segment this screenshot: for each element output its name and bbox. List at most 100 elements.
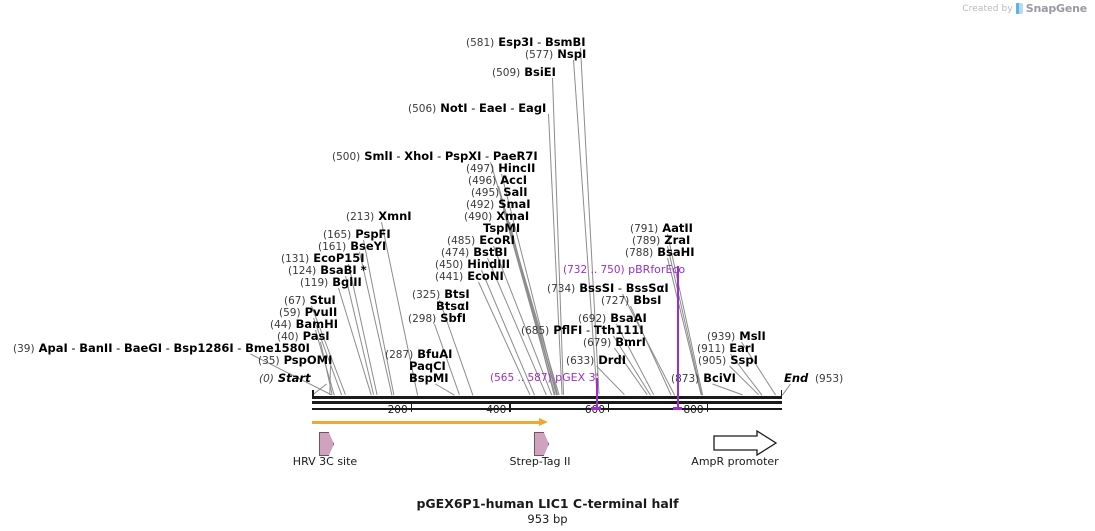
enzyme-name: Bme1580I — [245, 341, 310, 355]
enzyme-label-row[interactable]: (496) AccI — [468, 174, 527, 187]
enzyme-label-row[interactable]: (727) BbsI — [601, 294, 661, 307]
enzyme-label-row[interactable]: (905) SspI — [698, 354, 758, 367]
enzyme-label-row[interactable]: (873) BciVI — [671, 372, 736, 385]
ruler-tick-label: 400 — [486, 404, 507, 416]
enzyme-label-row[interactable]: (213) XmnI — [346, 210, 412, 223]
enzyme-label-row[interactable]: (39) ApaI - BanII - BaeGI - Bsp1286I - B… — [13, 342, 310, 355]
enzyme-label-row[interactable]: (161) BseYI — [318, 240, 386, 253]
enzyme-name: BaeGI — [123, 341, 163, 355]
enzyme-label-row[interactable]: (789) ZraI — [632, 234, 690, 247]
feature-range: (732 .. 750) — [563, 264, 625, 276]
enzyme-position: (213) — [346, 211, 375, 223]
enzyme-label-row[interactable]: (59) PvuII — [279, 306, 337, 319]
feature-range: (565 .. 587) — [490, 372, 552, 384]
enzyme-name: BciVI — [703, 371, 736, 385]
snapgene-logo-icon — [1015, 3, 1023, 14]
enzyme-label-row[interactable]: (509) BsiEI — [492, 66, 556, 79]
enzyme-label-row[interactable]: (0) Start — [259, 372, 311, 385]
feature-label-row[interactable]: (732 .. 750) pBRforEco — [563, 264, 685, 277]
feature-promoter-2[interactable] — [713, 430, 777, 456]
enzyme-label-row[interactable]: (577) NspI — [525, 48, 586, 61]
track-bottom-strand — [312, 401, 782, 404]
feature-label-row[interactable]: (565 .. 587) pGEX 3' — [490, 372, 599, 385]
enzyme-name: Bsp1286I — [173, 341, 234, 355]
enzyme-position: (119) — [300, 277, 329, 289]
enzyme-label-row[interactable]: (633) DrdI — [566, 354, 626, 367]
enzyme-label-row[interactable]: TspMI — [483, 222, 520, 234]
enzyme-label-row[interactable]: (497) HincII — [466, 162, 535, 175]
enzyme-label-row[interactable]: (165) PspFI — [323, 228, 391, 241]
leader-line — [782, 383, 791, 396]
watermark-brand: SnapGene — [1025, 2, 1087, 15]
enzyme-name: Esp3I — [498, 35, 534, 49]
enzyme-label-row[interactable]: (500) SmlI - XhoI - PspXI - PaeR7I — [332, 150, 538, 163]
feature-tag-1[interactable] — [534, 432, 549, 456]
enzyme-separator: - — [162, 341, 174, 355]
enzyme-name: BamHI — [295, 317, 338, 331]
enzyme-label-row[interactable]: (124) BsaBI * — [288, 264, 367, 277]
enzyme-position: (692) — [578, 313, 607, 325]
enzyme-label-row[interactable]: (734) BssSI - BssSαI — [547, 282, 669, 295]
enzyme-position: (911) — [697, 343, 726, 355]
enzyme-position: (789) — [632, 235, 661, 247]
enzyme-name: EaeI — [479, 101, 507, 115]
enzyme-position: (0) — [259, 373, 274, 385]
enzyme-label-row[interactable]: (492) SmaI — [466, 198, 531, 211]
enzyme-label-row[interactable]: (131) EcoP15I — [281, 252, 365, 265]
enzyme-label-row[interactable]: (119) BglII — [300, 276, 362, 289]
enzyme-position: (44) — [270, 319, 292, 331]
track-end-cap — [780, 390, 782, 396]
enzyme-label-row[interactable]: (298) SbfI — [408, 312, 466, 325]
enzyme-name: AatII — [662, 221, 693, 235]
enzyme-label-row[interactable]: (911) EarI — [697, 342, 755, 355]
enzyme-label-row[interactable]: (40) PasI — [277, 330, 330, 343]
enzyme-name: BspMI — [409, 371, 449, 385]
enzyme-label-row[interactable]: (325) BtsI — [412, 288, 470, 301]
enzyme-label-row[interactable]: (791) AatII — [630, 222, 693, 235]
enzyme-name: EcoRI — [479, 233, 515, 247]
enzyme-label-row[interactable]: (441) EcoNI — [435, 270, 504, 283]
enzyme-name: SmlI — [364, 149, 393, 163]
enzyme-label-row[interactable]: (939) MslI — [707, 330, 766, 343]
ruler-tick-label: 800 — [683, 404, 704, 416]
enzyme-position: (474) — [441, 247, 470, 259]
enzyme-name: EcoP15I — [313, 251, 365, 265]
enzyme-label-row[interactable]: PaqCI — [409, 360, 446, 372]
enzyme-separator: - — [467, 101, 480, 115]
end-label: End — [784, 371, 809, 385]
enzyme-label-row[interactable]: (44) BamHI — [270, 318, 338, 331]
enzyme-name: SspI — [730, 353, 758, 367]
enzyme-position: (298) — [408, 313, 437, 325]
enzyme-position: (727) — [601, 295, 630, 307]
enzyme-position: (873) — [671, 373, 700, 385]
enzyme-label-row[interactable]: (474) BstBI — [441, 246, 507, 259]
enzyme-label-row[interactable]: (490) XmaI — [464, 210, 529, 223]
enzyme-position: (788) — [625, 247, 654, 259]
enzyme-label-row[interactable]: (485) EcoRI — [447, 234, 515, 247]
orf-arrow-shaft — [312, 420, 539, 424]
enzyme-label-row[interactable]: BspMI — [409, 372, 449, 384]
feature-tag-0[interactable] — [319, 432, 334, 456]
enzyme-label-row[interactable]: (35) PspOMI — [258, 354, 332, 367]
enzyme-label-row[interactable]: (685) PflFI - Tth111I — [521, 324, 644, 337]
enzyme-label-row[interactable]: BtsαI — [436, 300, 469, 312]
enzyme-label-row[interactable]: (287) BfuAI — [385, 348, 452, 361]
enzyme-label-row[interactable]: (581) Esp3I - BsmBI — [466, 36, 586, 49]
enzyme-position: (679) — [583, 337, 612, 349]
enzyme-name: TspMI — [483, 221, 521, 235]
enzyme-label-row[interactable]: (506) NotI - EaeI - EagI — [408, 102, 546, 115]
enzyme-name: HindIII — [467, 257, 511, 271]
enzyme-label-row[interactable]: (679) BmrI — [583, 336, 646, 349]
enzyme-position: (287) — [385, 349, 414, 361]
enzyme-label-row[interactable]: (67) StuI — [284, 294, 336, 307]
enzyme-label-row[interactable]: (788) BsaHI — [625, 246, 695, 259]
ruler-baseline — [312, 408, 782, 410]
end-position: (953) — [808, 373, 844, 385]
enzyme-name: BstBI — [473, 245, 508, 259]
enzyme-name: ZraI — [664, 233, 691, 247]
enzyme-name: SbfI — [440, 311, 467, 325]
enzyme-label-row[interactable]: (495) SalI — [471, 186, 528, 199]
enzyme-name: BanII — [79, 341, 113, 355]
enzyme-label-row[interactable]: (450) HindIII — [435, 258, 510, 271]
enzyme-label-row[interactable]: (692) BsaAI — [578, 312, 647, 325]
